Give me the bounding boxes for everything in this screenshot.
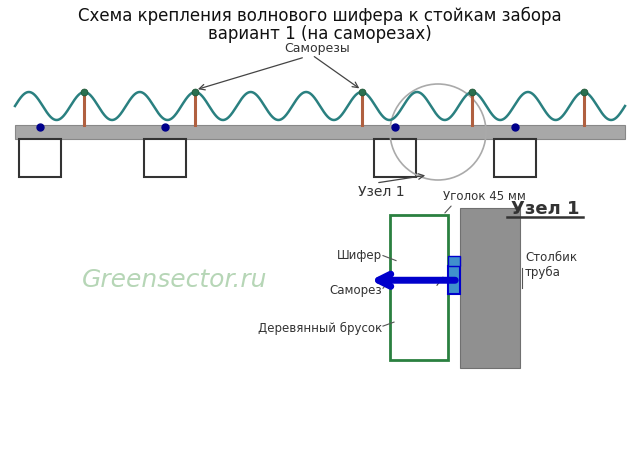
- Text: Деревянный брусок: Деревянный брусок: [258, 322, 382, 334]
- Text: Узел 1: Узел 1: [511, 200, 579, 218]
- Bar: [448, 266, 460, 294]
- Bar: [460, 208, 520, 368]
- Bar: [374, 139, 416, 177]
- Bar: [15, 125, 625, 139]
- Text: Greensector.ru: Greensector.ru: [83, 268, 268, 292]
- Bar: [144, 139, 186, 177]
- Text: Шифер: Шифер: [337, 249, 382, 262]
- Text: вариант 1 (на саморезах): вариант 1 (на саморезах): [208, 25, 432, 43]
- Text: Уголок 45 мм: Уголок 45 мм: [443, 190, 526, 203]
- Text: Саморезы: Саморезы: [284, 42, 350, 55]
- Text: Узел 1: Узел 1: [358, 185, 404, 199]
- Text: Схема крепления волнового шифера к стойкам забора: Схема крепления волнового шифера к стойк…: [78, 7, 562, 25]
- Bar: [448, 256, 460, 266]
- Bar: [19, 139, 61, 177]
- Text: Столбик
труба: Столбик труба: [525, 251, 577, 279]
- Bar: [390, 215, 448, 360]
- Text: Саморез: Саморез: [330, 284, 382, 297]
- Bar: [494, 139, 536, 177]
